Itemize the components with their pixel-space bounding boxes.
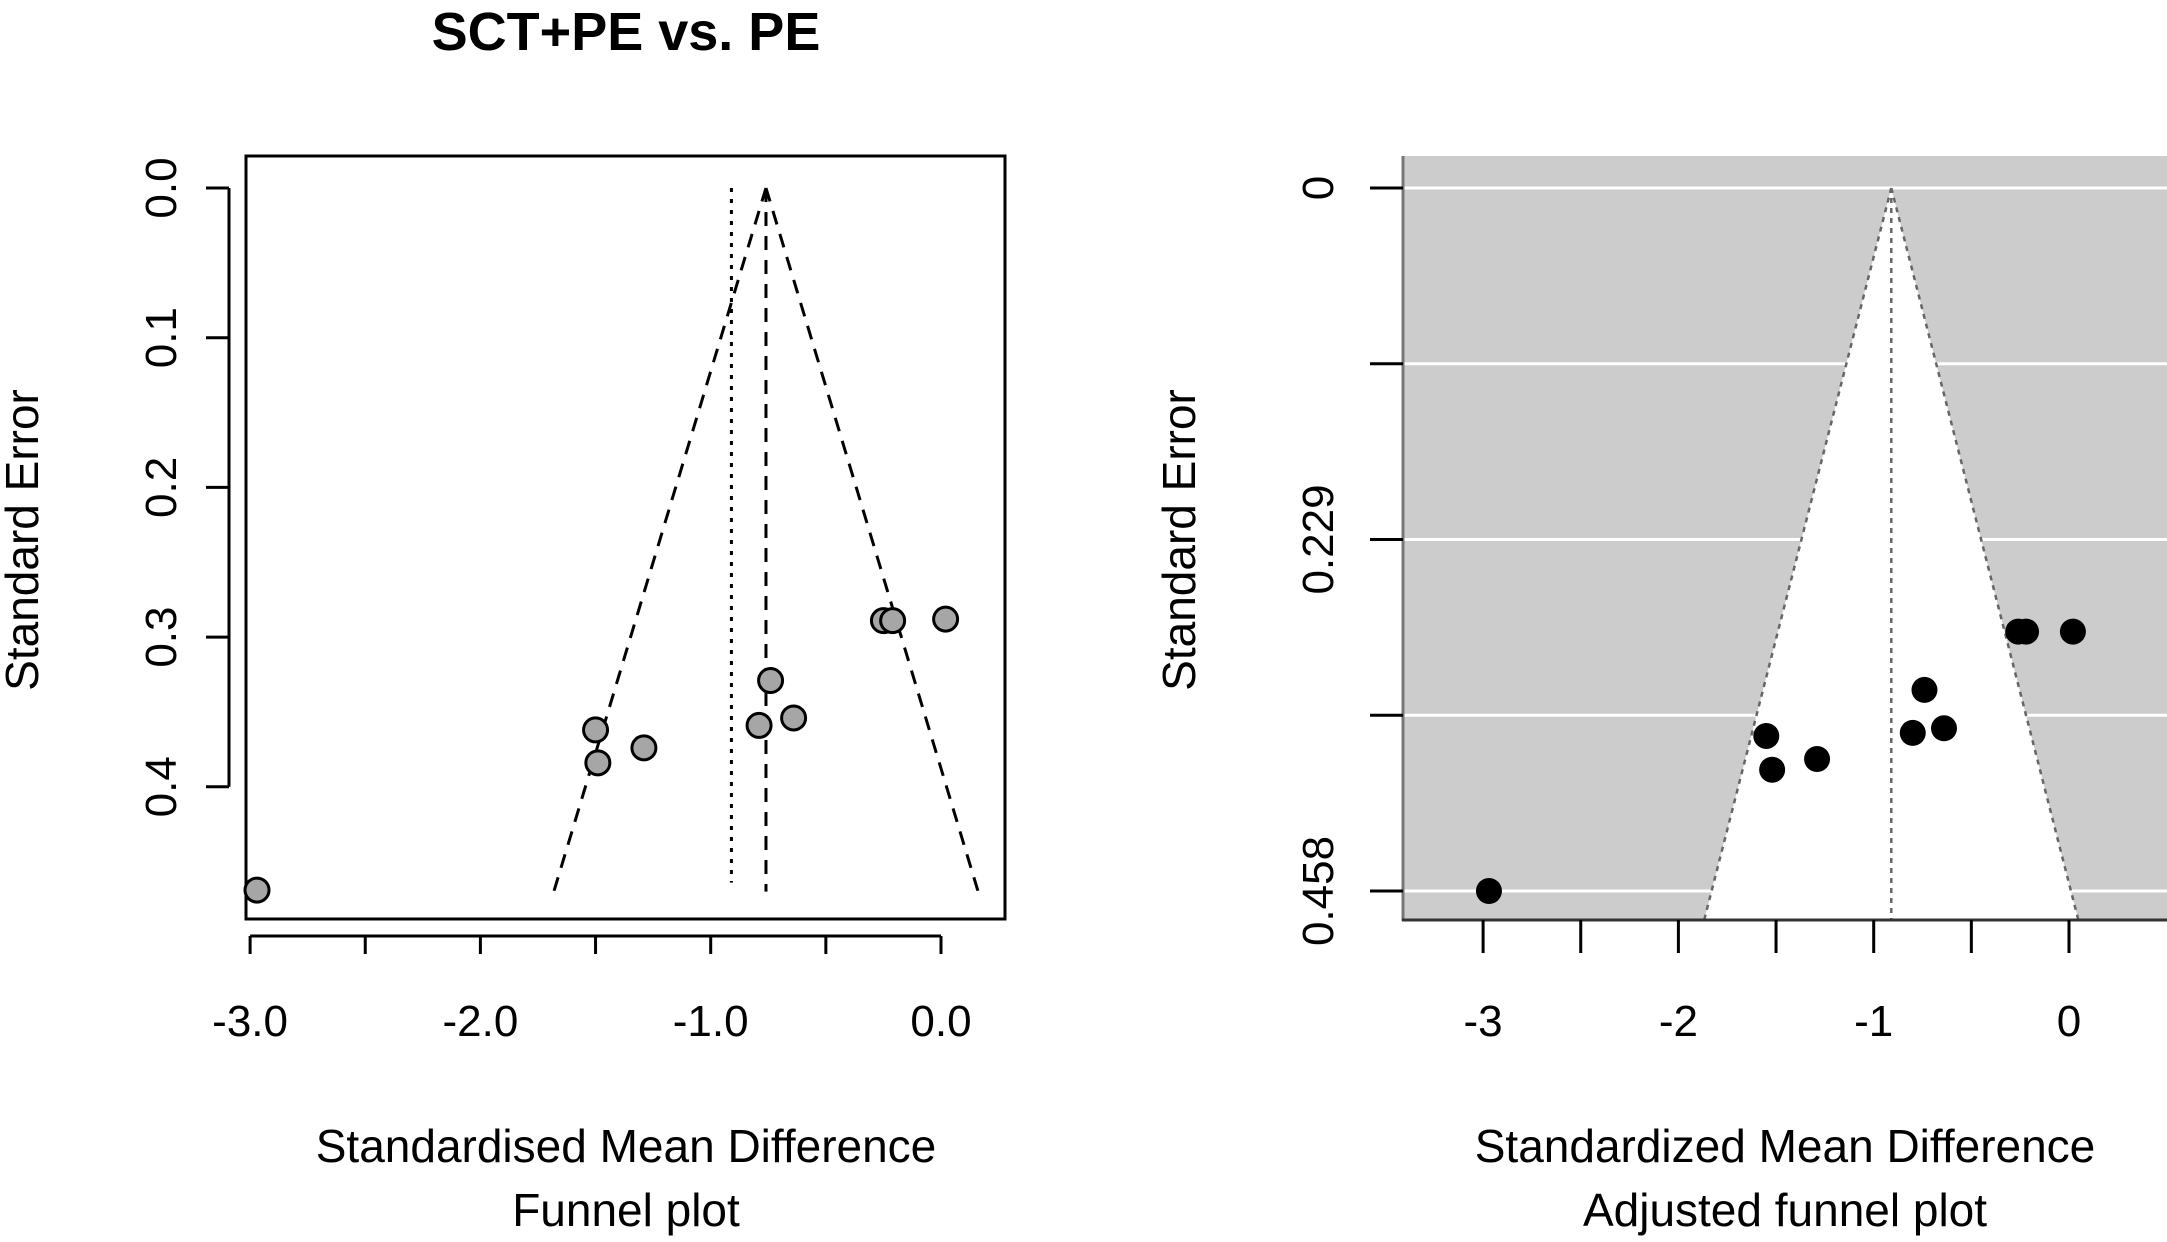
funnel-region bbox=[1704, 188, 2079, 919]
y-tick-label: 0.229 bbox=[1294, 484, 1343, 594]
y-tick-label: 0.0 bbox=[137, 157, 186, 218]
data-point bbox=[757, 667, 785, 695]
left-subtitle: Funnel plot bbox=[512, 1184, 740, 1236]
data-point bbox=[1753, 722, 1780, 749]
chart-title: SCT+PE vs. PE bbox=[432, 2, 821, 62]
right-subtitle: Adjusted funnel plot bbox=[1583, 1184, 1987, 1236]
data-point bbox=[1899, 719, 1926, 746]
y-tick-label: 0.458 bbox=[1294, 836, 1343, 946]
x-tick-label: -3.0 bbox=[212, 997, 288, 1046]
data-point bbox=[243, 876, 271, 904]
data-point bbox=[630, 734, 658, 762]
funnel-right-boundary bbox=[764, 187, 980, 893]
y-tick-label: 0.3 bbox=[137, 607, 186, 668]
left-x-axis-label: Standardised Mean Difference bbox=[316, 1120, 937, 1172]
right-y-axis-label: Standard Error bbox=[1153, 389, 1205, 691]
y-tick-label: 0.2 bbox=[137, 457, 186, 518]
x-tick-label: -1.0 bbox=[673, 997, 749, 1046]
data-point bbox=[1804, 745, 1831, 772]
data-point bbox=[2013, 618, 2040, 645]
x-tick-label: 0 bbox=[2057, 997, 2081, 1046]
funnel-left-boundary bbox=[552, 187, 768, 893]
x-tick-label: -3 bbox=[1464, 997, 1503, 1046]
x-tick-label: -2 bbox=[1659, 997, 1698, 1046]
left-funnel-lines bbox=[552, 187, 980, 893]
left-y-axis-label: Standard Error bbox=[0, 389, 48, 691]
y-tick-label: 0 bbox=[1294, 176, 1343, 200]
data-point bbox=[582, 716, 610, 744]
left-funnel-plot: -3.0 -2.0 -1.0 0.0 0.0 0.1 0.2 0.3 0.4 Standard… bbox=[0, 154, 1007, 1236]
right-funnel-region bbox=[1703, 187, 2080, 920]
x-tick-label: -2.0 bbox=[442, 997, 518, 1046]
data-point bbox=[1759, 756, 1786, 783]
left-y-axis: 0.0 0.1 0.2 0.3 0.4 bbox=[137, 157, 231, 817]
data-point bbox=[2059, 618, 2086, 645]
left-data-points bbox=[243, 605, 960, 904]
data-point bbox=[932, 605, 960, 633]
right-y-axis: 0 0.229 0.458 bbox=[1294, 176, 1403, 946]
data-point bbox=[1475, 878, 1502, 904]
data-point bbox=[584, 749, 612, 777]
y-tick-label: 0.4 bbox=[137, 756, 186, 817]
right-data-points bbox=[1475, 618, 2086, 904]
data-point bbox=[1931, 715, 1958, 742]
data-point bbox=[780, 704, 808, 732]
right-x-axis-label: Standardized Mean Difference bbox=[1475, 1120, 2096, 1172]
data-point bbox=[745, 711, 773, 739]
data-point bbox=[1911, 676, 1938, 703]
y-tick-label: 0.1 bbox=[137, 307, 186, 368]
left-x-axis: -3.0 -2.0 -1.0 0.0 bbox=[212, 934, 972, 1046]
x-tick-label: 0.0 bbox=[910, 997, 971, 1046]
data-point bbox=[879, 607, 907, 635]
left-plot-frame bbox=[244, 154, 1007, 921]
x-tick-label: -1 bbox=[1854, 997, 1893, 1046]
right-x-axis: -3 -2 -1 0 bbox=[1464, 920, 2081, 1046]
right-adjusted-funnel-plot: -3 -2 -1 0 0 0.229 0.458 Standard Error Stand… bbox=[1153, 156, 2167, 1236]
